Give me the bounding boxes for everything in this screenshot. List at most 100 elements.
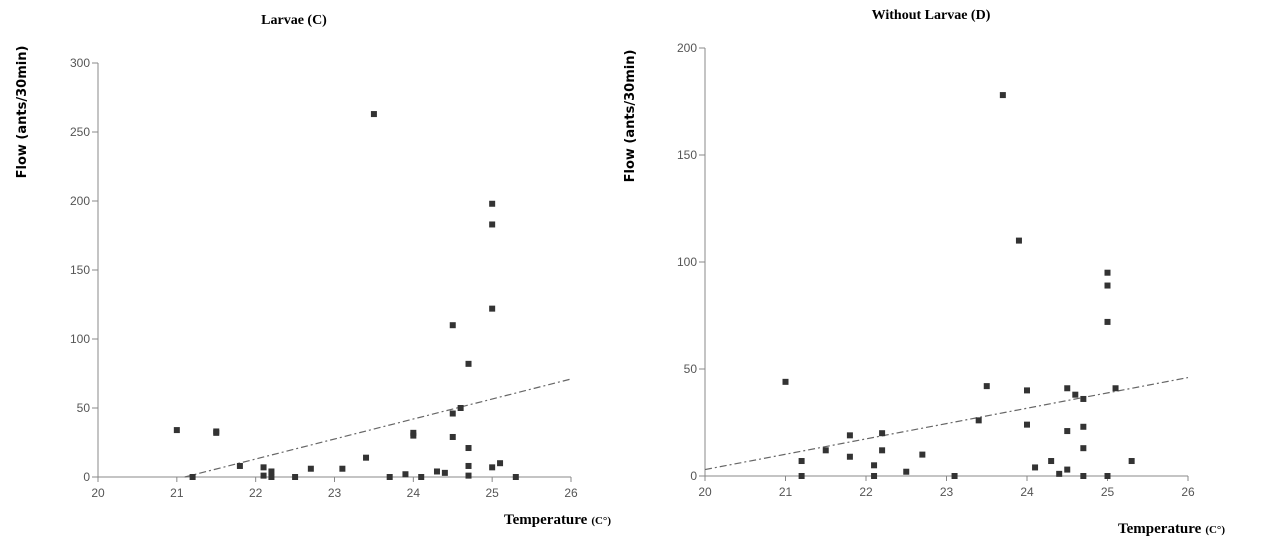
data-point bbox=[919, 451, 926, 458]
data-point bbox=[189, 474, 196, 480]
x-tick-label: 25 bbox=[1101, 485, 1115, 499]
data-point bbox=[798, 458, 805, 465]
data-point bbox=[1080, 423, 1087, 430]
x-tick-label: 26 bbox=[1181, 485, 1195, 499]
data-point bbox=[489, 200, 496, 207]
axes bbox=[97, 63, 571, 478]
x-tick-label: 21 bbox=[779, 485, 793, 499]
x-tick-label: 23 bbox=[328, 486, 342, 500]
x-axis-label: Temperature (C°) bbox=[1118, 521, 1225, 537]
x-tick-label: 24 bbox=[1020, 485, 1034, 499]
y-tick-label: 250 bbox=[70, 125, 90, 139]
trendline bbox=[184, 378, 572, 478]
data-point bbox=[1104, 473, 1111, 479]
data-point bbox=[1032, 464, 1039, 471]
y-tick-label: 50 bbox=[684, 362, 698, 376]
data-point bbox=[268, 468, 275, 475]
trendline-layer bbox=[704, 376, 1189, 471]
data-point bbox=[402, 471, 409, 478]
data-point bbox=[1064, 385, 1071, 392]
x-axis-label: Temperature (C°) bbox=[504, 512, 611, 528]
data-point bbox=[173, 427, 180, 434]
data-point bbox=[236, 462, 243, 469]
data-point bbox=[489, 221, 496, 228]
x-tick-label: 20 bbox=[91, 486, 105, 500]
data-point bbox=[846, 432, 853, 439]
data-point bbox=[292, 474, 299, 480]
x-tick-label: 24 bbox=[407, 486, 421, 500]
x-tick-label: 25 bbox=[485, 486, 499, 500]
data-point bbox=[999, 92, 1006, 99]
data-point bbox=[433, 468, 440, 475]
data-point bbox=[822, 447, 829, 454]
trendline bbox=[704, 376, 1189, 471]
y-tick-label: 50 bbox=[77, 401, 91, 415]
y-tick-label: 150 bbox=[70, 263, 90, 277]
x-tick-label: 21 bbox=[170, 486, 184, 500]
y-tick-label: 100 bbox=[70, 332, 90, 346]
data-point bbox=[1104, 318, 1111, 325]
data-point bbox=[489, 464, 496, 471]
data-point bbox=[363, 454, 370, 461]
axes bbox=[704, 48, 1188, 477]
data-point bbox=[1056, 470, 1063, 477]
x-tick-label: 22 bbox=[249, 486, 263, 500]
data-point bbox=[879, 447, 886, 454]
data-point bbox=[370, 111, 377, 118]
x-tick-label: 23 bbox=[940, 485, 954, 499]
data-point bbox=[1024, 387, 1030, 394]
data-point bbox=[879, 430, 886, 437]
data-point bbox=[903, 468, 910, 475]
data-point bbox=[1080, 395, 1087, 402]
data-point bbox=[1112, 385, 1119, 392]
x-tick-label: 26 bbox=[564, 486, 578, 500]
data-point bbox=[418, 474, 425, 480]
chart-larvae: Larvae (C) Flow (ants/30min) Temperature… bbox=[15, 13, 611, 528]
data-point bbox=[798, 473, 805, 479]
x-tick-label: 20 bbox=[698, 485, 712, 499]
x-tick-label: 22 bbox=[859, 485, 873, 499]
y-tick-label: 150 bbox=[677, 148, 697, 162]
ticks: 20 21 22 23 24 25 26 0 50 100 150 200 bbox=[677, 41, 1195, 499]
data-point bbox=[1064, 466, 1071, 473]
data-point bbox=[975, 417, 982, 424]
chart-title: Larvae (C) bbox=[261, 13, 327, 28]
data-point bbox=[489, 305, 496, 312]
data-point bbox=[268, 474, 275, 480]
data-point bbox=[497, 460, 504, 467]
data-point bbox=[213, 429, 220, 436]
data-point bbox=[951, 473, 958, 479]
data-point bbox=[1064, 428, 1071, 435]
y-axis-label: Flow (ants/30min) bbox=[15, 46, 30, 179]
data-point bbox=[1024, 421, 1030, 428]
data-points bbox=[173, 111, 519, 480]
data-point bbox=[1128, 458, 1135, 465]
data-point bbox=[465, 462, 472, 469]
data-point bbox=[441, 469, 448, 476]
data-point bbox=[782, 378, 789, 385]
data-point bbox=[1080, 473, 1087, 479]
y-tick-label: 0 bbox=[690, 469, 697, 483]
chart-title: Without Larvae (D) bbox=[872, 8, 991, 23]
y-tick-label: 300 bbox=[70, 56, 90, 70]
data-point bbox=[386, 474, 393, 480]
data-point bbox=[1048, 458, 1055, 465]
data-point bbox=[465, 472, 472, 479]
data-point bbox=[983, 383, 990, 390]
data-point bbox=[1015, 237, 1022, 244]
data-point bbox=[1104, 269, 1111, 276]
data-point bbox=[457, 405, 464, 411]
y-tick-label: 200 bbox=[677, 41, 697, 55]
data-point bbox=[846, 453, 853, 460]
chart-without-larvae: Without Larvae (D) Flow (ants/30min) Tem… bbox=[623, 8, 1225, 537]
data-point bbox=[307, 465, 314, 472]
data-point bbox=[410, 432, 417, 439]
y-tick-label: 200 bbox=[70, 194, 90, 208]
data-point bbox=[260, 464, 267, 471]
data-point bbox=[465, 360, 472, 367]
ticks: 20 21 22 23 24 25 26 0 50 100 150 200 250 300 bbox=[70, 56, 578, 500]
data-point bbox=[871, 473, 878, 479]
data-point bbox=[339, 465, 346, 472]
data-point bbox=[1072, 391, 1079, 398]
